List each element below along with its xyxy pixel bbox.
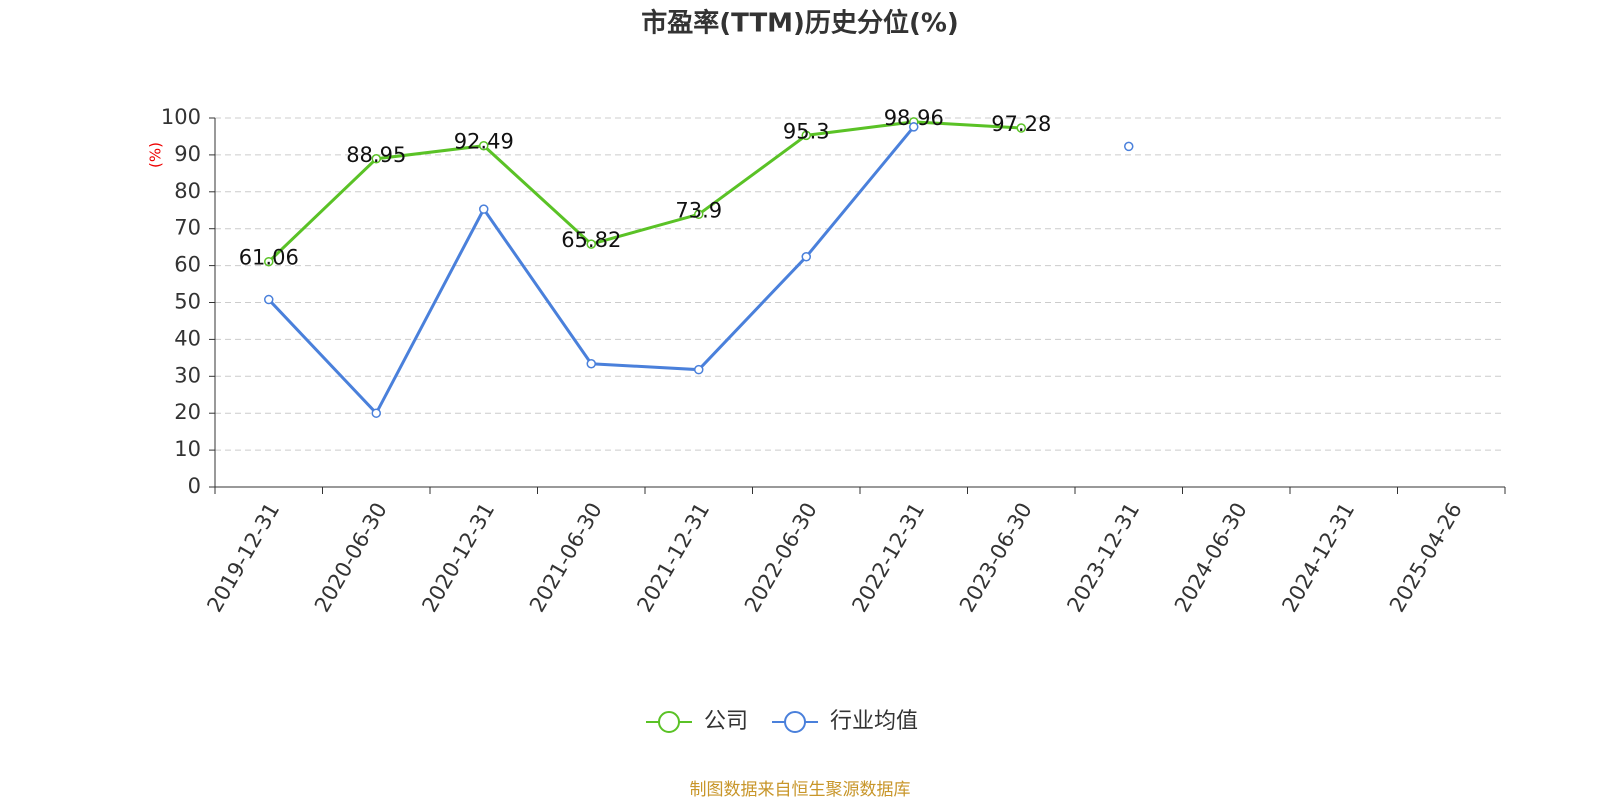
point [264,256,274,267]
x-tick-label: 2024-12-31 [1277,499,1359,617]
point [479,204,489,214]
point [801,251,811,262]
data-label: 88.95 [346,143,406,167]
point [909,122,919,132]
data-label: 73.9 [675,198,722,222]
point [1124,141,1134,152]
x-tick-label: 2022-12-31 [847,499,929,617]
point [479,140,489,151]
y-axis-label: (%) [147,142,165,168]
point [586,359,596,369]
x-tick-label: 2021-12-31 [632,499,714,617]
point [1016,123,1026,133]
source-note: 制图数据来自恒生聚源数据库 [690,780,911,800]
legend-marker [658,711,680,733]
data-label: 65.82 [561,228,621,252]
y-tick-label: 100 [161,105,201,129]
point [801,130,811,141]
chart-title: 市盈率(TTM)历史分位(%) [641,8,959,39]
y-tick-label: 30 [174,363,201,387]
x-tick-label: 2025-04-26 [1385,499,1467,617]
data-label: 92.49 [454,130,514,154]
point [694,364,704,375]
point [694,209,704,220]
y-tick-label: 80 [174,179,201,203]
point [586,239,596,249]
series-line [267,120,1022,263]
legend-marker [784,711,807,733]
x-tick-label: 2023-06-30 [955,499,1037,617]
x-tick-label: 2020-06-30 [310,499,392,617]
data-label: 95.3 [783,119,830,143]
y-tick-label: 10 [174,437,201,461]
legend-label: 行业均值 [830,709,918,734]
y-tick-label: 50 [174,290,201,314]
y-tick-label: 0 [188,474,201,498]
data-label: 61.06 [239,246,299,270]
x-tick-label: 2019-12-31 [202,499,284,617]
point [264,294,274,305]
x-tick-label: 2024-06-30 [1170,499,1252,617]
y-tick-label: 40 [174,326,201,350]
point [371,408,381,418]
x-tick-label: 2020-12-31 [417,499,499,617]
y-tick-label: 60 [174,253,201,277]
y-tick-label: 20 [174,400,201,424]
legend-label: 公司 [704,709,748,734]
y-tick-label: 90 [174,142,201,166]
y-tick-label: 70 [174,216,201,240]
x-tick-label: 2021-06-30 [525,499,607,617]
x-tick-label: 2023-12-31 [1062,499,1144,617]
x-tick-label: 2022-06-30 [740,499,822,617]
point [371,154,381,164]
data-label: 97.28 [991,112,1051,136]
